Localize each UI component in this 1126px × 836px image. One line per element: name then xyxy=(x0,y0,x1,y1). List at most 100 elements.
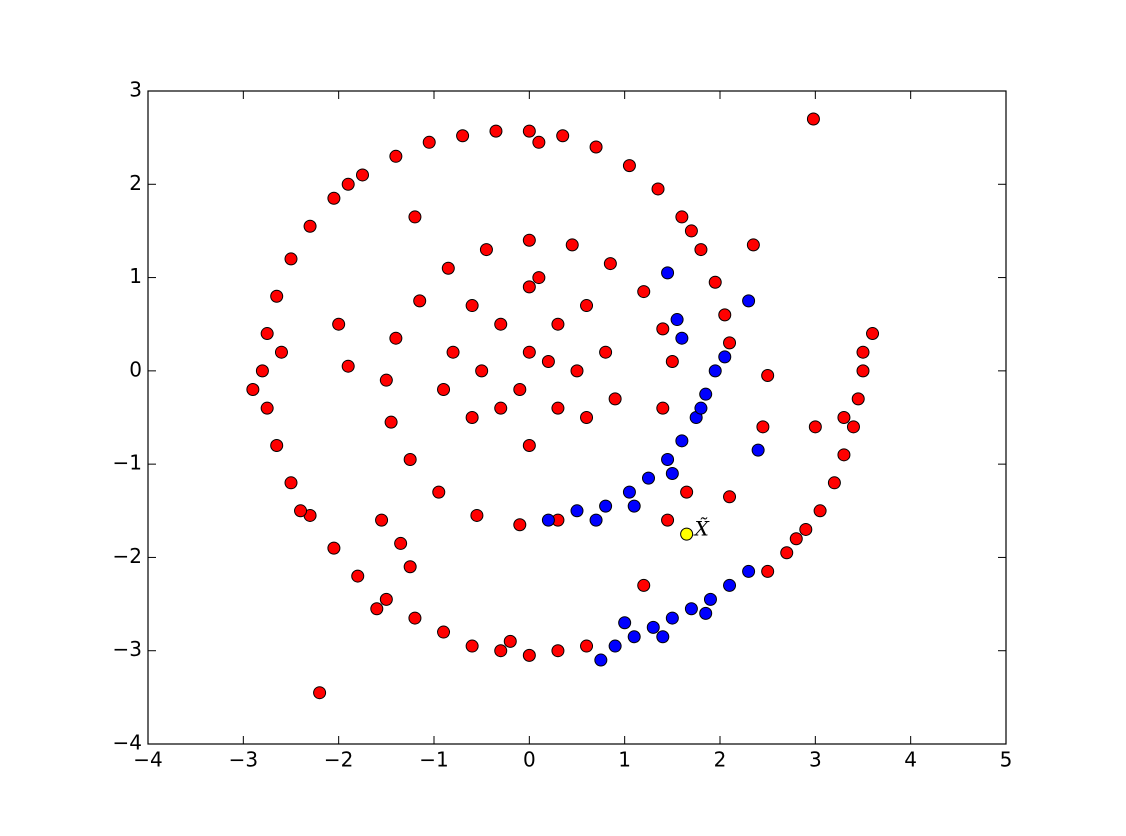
point xyxy=(422,135,436,149)
point xyxy=(375,513,389,527)
point xyxy=(675,210,689,224)
point xyxy=(661,513,675,527)
x-tick-label: 5 xyxy=(1000,748,1013,772)
point xyxy=(718,308,732,322)
point xyxy=(270,289,284,303)
point xyxy=(522,124,536,138)
point xyxy=(866,327,880,341)
point xyxy=(494,644,508,658)
point xyxy=(670,313,684,327)
point xyxy=(551,644,565,658)
point xyxy=(656,630,670,644)
point xyxy=(723,578,737,592)
point xyxy=(718,350,732,364)
point xyxy=(627,630,641,644)
point xyxy=(494,317,508,331)
point xyxy=(470,508,484,522)
point xyxy=(341,359,355,373)
point xyxy=(327,541,341,555)
point xyxy=(746,238,760,252)
point xyxy=(665,611,679,625)
point xyxy=(294,504,308,518)
point xyxy=(379,373,393,387)
point xyxy=(580,411,594,424)
point xyxy=(622,159,636,173)
point xyxy=(413,294,427,308)
point xyxy=(589,513,603,527)
x-tick-label: 0 xyxy=(523,748,536,772)
point xyxy=(260,401,274,415)
point xyxy=(522,438,536,452)
point xyxy=(437,625,451,639)
point xyxy=(856,364,870,378)
point xyxy=(465,411,479,424)
point xyxy=(270,438,284,452)
point xyxy=(580,299,594,313)
point xyxy=(384,415,398,429)
y-tick-label: −4 xyxy=(113,731,142,755)
point xyxy=(642,471,655,485)
point xyxy=(837,411,851,424)
point xyxy=(618,616,632,630)
point xyxy=(656,322,670,336)
point xyxy=(684,602,698,616)
point xyxy=(479,243,493,257)
point xyxy=(260,327,274,341)
point xyxy=(313,686,327,700)
point xyxy=(627,499,641,513)
point xyxy=(608,639,622,653)
point xyxy=(437,383,451,397)
annotation: X̃ xyxy=(693,517,710,541)
point xyxy=(408,611,422,625)
point xyxy=(742,294,756,308)
point xyxy=(780,546,794,560)
point xyxy=(327,191,341,205)
point xyxy=(255,364,269,378)
point xyxy=(680,485,694,499)
point xyxy=(332,317,346,331)
point xyxy=(665,466,679,480)
point xyxy=(723,336,737,350)
point xyxy=(665,355,679,369)
point xyxy=(446,345,460,359)
point xyxy=(675,434,689,448)
point xyxy=(522,233,536,247)
point xyxy=(513,383,527,397)
point xyxy=(675,331,689,345)
point xyxy=(622,485,636,499)
y-tick-label: 0 xyxy=(129,357,142,381)
point xyxy=(456,129,470,143)
point xyxy=(284,252,298,266)
y-tick-label: −1 xyxy=(113,451,142,475)
point xyxy=(513,518,527,532)
x-tick-label: 4 xyxy=(904,748,917,772)
point xyxy=(694,243,708,257)
point xyxy=(837,448,851,462)
point xyxy=(646,620,660,634)
point xyxy=(522,345,536,359)
point xyxy=(284,476,298,490)
point xyxy=(351,569,365,583)
point xyxy=(403,452,417,466)
point xyxy=(694,401,708,415)
point xyxy=(856,345,870,359)
point xyxy=(637,578,651,592)
point xyxy=(599,499,613,513)
point xyxy=(680,527,694,541)
point xyxy=(341,177,355,191)
point xyxy=(846,420,860,434)
point xyxy=(503,634,517,648)
point xyxy=(594,653,608,667)
x-tick-label: −1 xyxy=(419,748,448,772)
point xyxy=(827,476,841,490)
point xyxy=(475,364,489,378)
x-tick-label: −4 xyxy=(133,748,162,772)
point xyxy=(799,522,813,536)
point xyxy=(580,639,594,653)
point xyxy=(699,387,713,401)
x-tick-label: −2 xyxy=(324,748,353,772)
x-tick-label: −3 xyxy=(229,748,258,772)
y-tick-label: 2 xyxy=(129,171,142,195)
